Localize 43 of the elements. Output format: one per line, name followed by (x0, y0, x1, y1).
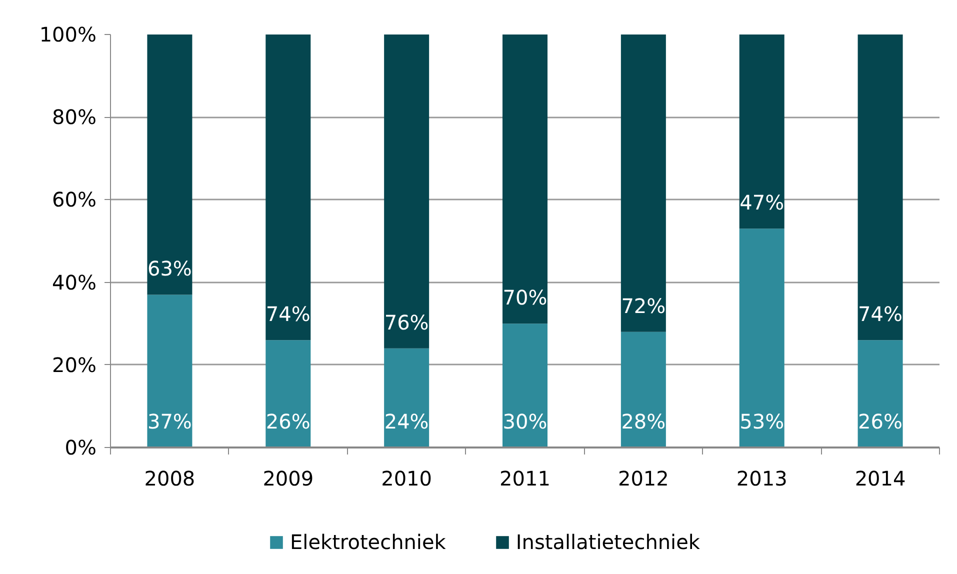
x-tick-label: 2012 (618, 466, 669, 490)
bar (620, 332, 666, 448)
bar (147, 294, 192, 448)
data-label: 26% (266, 410, 310, 434)
legend-label: Installatietechniek (516, 530, 700, 554)
y-tick-label: 100% (39, 22, 97, 46)
y-tick-label: 60% (52, 188, 96, 212)
data-label: 63% (147, 256, 192, 281)
bar (266, 34, 311, 340)
bar (739, 228, 784, 448)
data-label: 53% (740, 410, 784, 434)
x-tick-label: 2009 (262, 466, 314, 490)
data-label: 47% (740, 190, 784, 215)
bar (858, 340, 903, 448)
y-tick-label: 0% (64, 436, 97, 460)
bar (502, 34, 548, 324)
legend-label: Elektrotechniek (290, 530, 446, 554)
x-tick-label: 2011 (500, 466, 550, 490)
bar (384, 34, 430, 348)
y-tick-label: 40% (52, 270, 96, 294)
data-label: 76% (384, 310, 429, 334)
bar (502, 324, 548, 448)
data-label: 72% (621, 294, 666, 318)
data-label: 37% (147, 410, 192, 434)
bar (620, 34, 666, 332)
bar (147, 34, 192, 295)
bar (739, 34, 784, 229)
bar (858, 34, 903, 340)
x-tick-label: 2008 (144, 466, 196, 490)
data-label: 30% (502, 410, 548, 434)
x-tick-label: 2010 (381, 466, 432, 490)
data-label: 70% (502, 286, 548, 310)
data-label: 24% (384, 410, 429, 434)
data-label: 74% (266, 302, 310, 326)
y-tick-label: 20% (52, 352, 96, 377)
y-tick-label: 80% (52, 105, 96, 130)
bar (384, 348, 430, 448)
data-label: 28% (621, 410, 666, 434)
bar (266, 340, 311, 448)
x-tick-label: 2013 (736, 466, 788, 490)
data-label: 26% (858, 410, 903, 434)
x-tick-label: 2014 (854, 466, 906, 490)
data-label: 74% (858, 302, 903, 326)
